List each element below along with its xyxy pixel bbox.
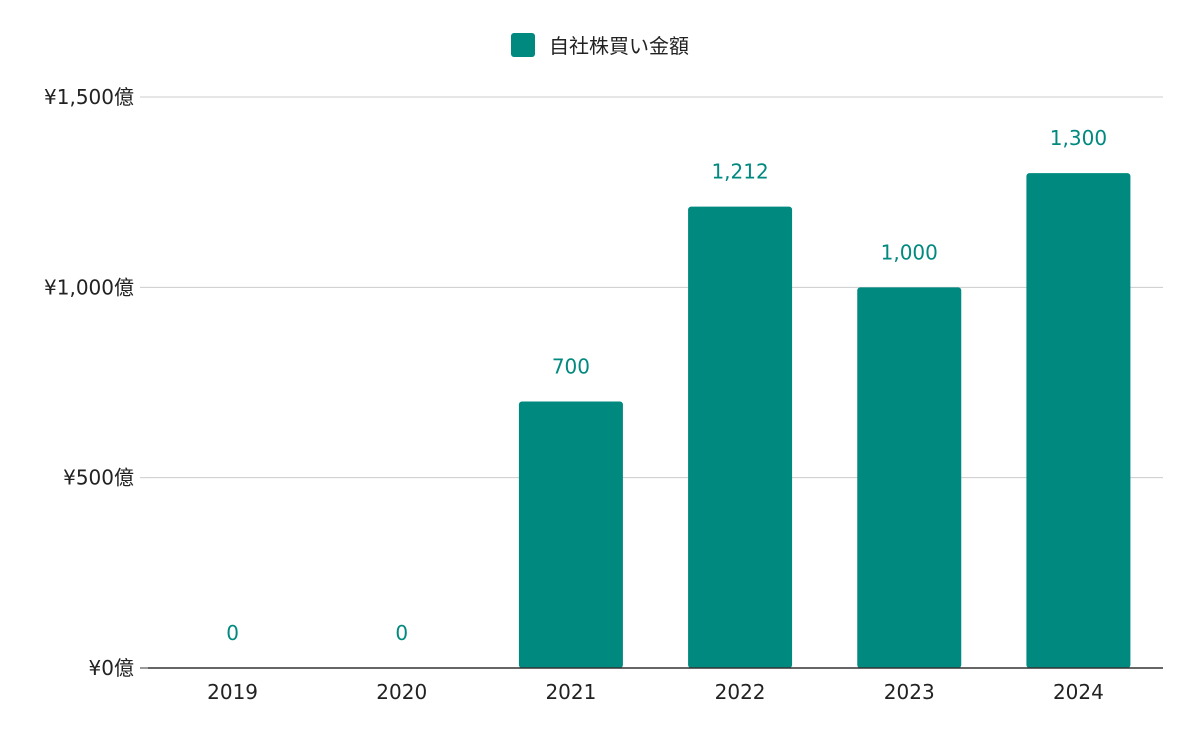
data-label: 1,000 bbox=[881, 240, 938, 264]
legend-item-share-buyback: 自社株買い金額 bbox=[511, 30, 689, 59]
chart-legend: 自社株買い金額 bbox=[0, 30, 1200, 59]
data-label: 1,212 bbox=[711, 160, 768, 184]
data-label: 0 bbox=[395, 621, 408, 645]
y-tick-label: ¥1,500億 bbox=[44, 85, 134, 109]
x-tick-label: 2020 bbox=[376, 680, 427, 704]
x-tick-label: 2023 bbox=[884, 680, 935, 704]
data-label: 700 bbox=[552, 355, 590, 379]
legend-label: 自社株買い金額 bbox=[549, 34, 689, 58]
x-tick-label: 2024 bbox=[1053, 680, 1104, 704]
y-tick-label: ¥0億 bbox=[89, 656, 134, 680]
data-label: 0 bbox=[226, 621, 239, 645]
bar bbox=[688, 206, 793, 668]
x-tick-label: 2019 bbox=[207, 680, 258, 704]
y-tick-label: ¥1,000億 bbox=[44, 275, 134, 299]
data-label: 1,300 bbox=[1050, 126, 1107, 150]
bar bbox=[518, 401, 623, 668]
bar bbox=[1026, 173, 1131, 668]
bar bbox=[857, 287, 962, 668]
legend-swatch bbox=[511, 32, 535, 57]
x-tick-label: 2021 bbox=[545, 680, 596, 704]
y-tick-label: ¥500億 bbox=[63, 466, 134, 490]
x-tick-label: 2022 bbox=[715, 680, 766, 704]
